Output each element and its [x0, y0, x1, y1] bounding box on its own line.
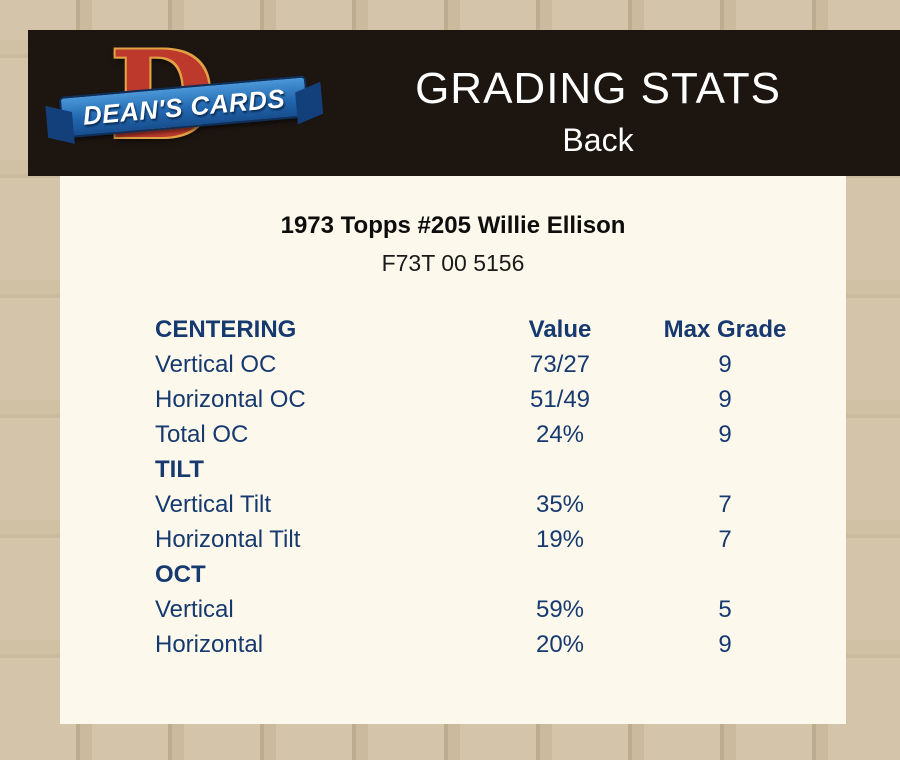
deans-cards-logo: D DEAN'S CARDS — [58, 25, 314, 170]
header-bar: D DEAN'S CARDS GRADING STATS Back — [28, 25, 900, 176]
table-row-total-oc: Total OC 24% 9 — [155, 417, 830, 452]
row-value: 24% — [535, 420, 585, 448]
page-subtitle: Back — [562, 122, 634, 158]
section-header-centering: CENTERING — [155, 315, 297, 343]
row-max-grade: 9 — [718, 350, 732, 378]
row-value: 19% — [535, 525, 585, 553]
row-max-grade: 5 — [718, 595, 732, 623]
row-max-grade: 7 — [718, 525, 732, 553]
grading-table: CENTERING Value Max Grade Vertical OC 73… — [155, 312, 830, 662]
row-label: Total OC — [155, 420, 249, 448]
row-label: Horizontal Tilt — [155, 525, 301, 553]
column-header-value: Value — [528, 315, 592, 343]
row-value: 73/27 — [529, 350, 591, 378]
empty-cell — [500, 452, 620, 487]
table-row-oct-horizontal: Horizontal 20% 9 — [155, 627, 830, 662]
card-title: 1973 Topps #205 Willie Ellison — [280, 212, 626, 239]
table-row-vertical-oc: Vertical OC 73/27 9 — [155, 347, 830, 382]
stats-panel: 1973 Topps #205 Willie Ellison F73T 00 5… — [60, 176, 846, 724]
empty-cell — [620, 452, 830, 487]
empty-cell — [500, 557, 620, 592]
card-code: F73T 00 5156 — [381, 250, 525, 276]
row-label: Horizontal — [155, 630, 264, 658]
section-header-oct: OCT — [155, 560, 206, 588]
empty-cell — [620, 557, 830, 592]
table-section-row-tilt: TILT — [155, 452, 830, 487]
table-section-row-oct: OCT — [155, 557, 830, 592]
table-row-horizontal-tilt: Horizontal Tilt 19% 7 — [155, 522, 830, 557]
table-row-horizontal-oc: Horizontal OC 51/49 9 — [155, 382, 830, 417]
table-row-oct-vertical: Vertical 59% 5 — [155, 592, 830, 627]
column-header-max-grade: Max Grade — [663, 315, 787, 343]
page-title: GRADING STATS — [415, 64, 781, 113]
row-max-grade: 9 — [718, 420, 732, 448]
row-value: 51/49 — [529, 385, 591, 413]
row-max-grade: 7 — [718, 490, 732, 518]
row-label: Vertical — [155, 595, 234, 623]
table-header-row: CENTERING Value Max Grade — [155, 312, 830, 347]
section-header-tilt: TILT — [155, 455, 204, 483]
row-value: 35% — [535, 490, 585, 518]
row-label: Vertical OC — [155, 350, 277, 378]
row-value: 20% — [535, 630, 585, 658]
row-label: Horizontal OC — [155, 385, 306, 413]
row-max-grade: 9 — [718, 385, 732, 413]
table-row-vertical-tilt: Vertical Tilt 35% 7 — [155, 487, 830, 522]
header-titles: GRADING STATS Back — [318, 30, 878, 176]
row-value: 59% — [535, 595, 585, 623]
row-label: Vertical Tilt — [155, 490, 272, 518]
row-max-grade: 9 — [718, 630, 732, 658]
